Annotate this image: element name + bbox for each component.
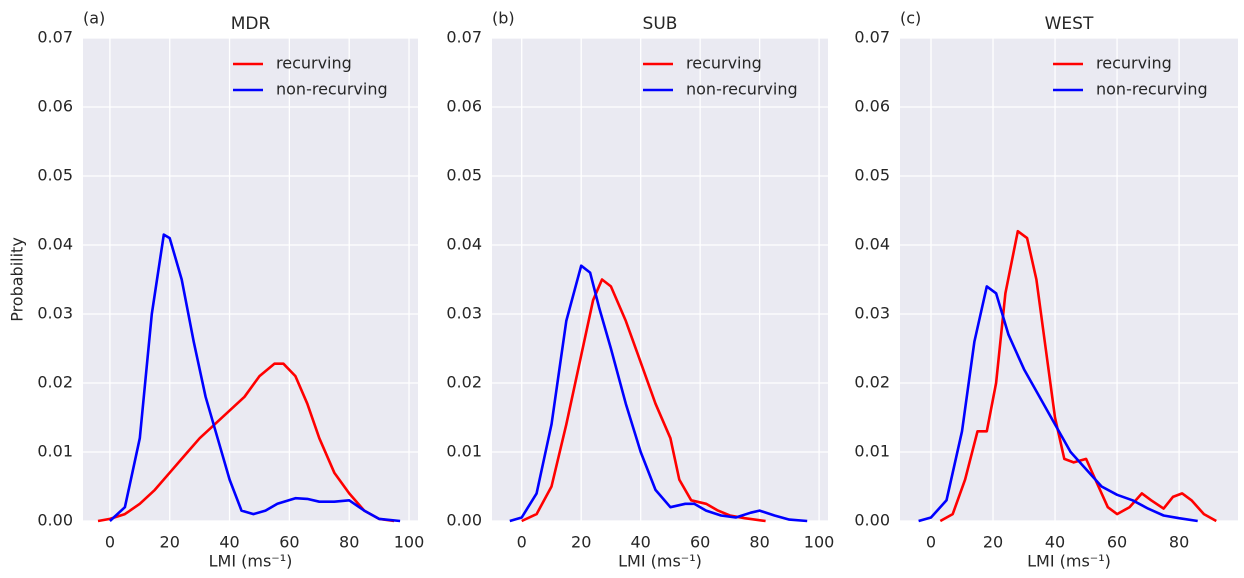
y-tick-label: 0.06 [854,97,890,116]
y-tick-label: 0.05 [446,166,482,185]
y-tick-label: 0.07 [446,28,482,47]
y-tick-label: 0.01 [854,442,890,461]
x-tick-label: 40 [219,533,239,552]
y-tick-label: 0.04 [854,235,890,254]
legend-label: non-recurving [686,80,798,99]
panel-label: (b) [492,9,515,28]
x-axis-label: LMI (ms⁻¹) [1027,552,1111,571]
y-tick-label: 0.07 [854,28,890,47]
y-tick-label: 0.01 [446,442,482,461]
legend-label: recurving [1096,54,1172,73]
x-tick-label: 80 [749,533,769,552]
y-tick-label: 0.06 [446,97,482,116]
x-tick-label: 80 [339,533,359,552]
x-tick-label: 80 [1169,533,1189,552]
y-tick-label: 0.02 [37,373,73,392]
kde-line [509,264,808,523]
y-tick-label: 0.02 [446,373,482,392]
y-tick-label: 0.03 [37,304,73,323]
x-axis-label: LMI (ms⁻¹) [618,552,702,571]
plot-area [83,38,418,521]
x-tick-label: 60 [690,533,710,552]
legend-label: recurving [686,54,762,73]
y-tick-label: 0.05 [37,166,73,185]
panel-label: (a) [83,9,105,28]
legend-label: non-recurving [1096,80,1208,99]
y-tick-label: 0.03 [854,304,890,323]
chart-title: SUB [643,14,678,34]
panel-label: (c) [900,9,921,28]
plot-area [900,38,1238,521]
y-tick-label: 0.07 [37,28,73,47]
x-tick-label: 100 [804,533,835,552]
y-tick-label: 0.03 [446,304,482,323]
y-tick-label: 0.04 [37,235,73,254]
y-tick-label: 0.02 [854,373,890,392]
y-tick-label: 0.00 [37,511,73,530]
x-tick-label: 20 [983,533,1003,552]
kde-line [97,362,395,523]
y-tick-label: 0.00 [446,511,482,530]
kde-line [109,233,401,523]
x-tick-label: 60 [1107,533,1127,552]
x-tick-label: 100 [394,533,425,552]
plot-area [492,38,828,521]
x-tick-label: 60 [279,533,299,552]
x-tick-label: 0 [517,533,527,552]
y-axis-label: Probability [8,237,27,322]
kde-line [939,229,1217,523]
y-tick-label: 0.04 [446,235,482,254]
chart-title: MDR [231,14,271,34]
chart-title: WEST [1045,14,1094,34]
x-tick-label: 40 [1045,533,1065,552]
x-tick-label: 20 [160,533,180,552]
legend-label: non-recurving [276,80,388,99]
x-tick-label: 40 [630,533,650,552]
x-tick-label: 0 [926,533,936,552]
x-axis-label: LMI (ms⁻¹) [209,552,293,571]
y-tick-label: 0.01 [37,442,73,461]
y-tick-label: 0.00 [854,511,890,530]
kde-line [918,285,1198,523]
y-tick-label: 0.06 [37,97,73,116]
x-tick-label: 20 [571,533,591,552]
x-tick-label: 0 [105,533,115,552]
y-tick-label: 0.05 [854,166,890,185]
kde-line [521,278,766,523]
legend-label: recurving [276,54,352,73]
